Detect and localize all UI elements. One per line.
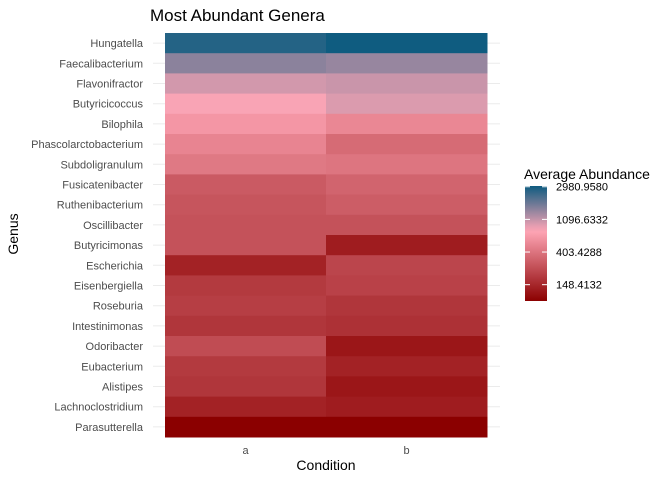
y-tick-label: Butyricimonas <box>74 240 144 252</box>
y-tick-label: Faecalibacterium <box>59 58 143 70</box>
legend-title: Average Abundance <box>524 166 650 182</box>
heatmap-cell <box>326 93 488 115</box>
heatmap-cell <box>165 295 327 317</box>
y-tick-label: Oscillibacter <box>83 220 143 232</box>
y-axis-title: Genus <box>5 213 21 254</box>
heatmap-cell <box>326 295 488 317</box>
y-tick-label: Fusicatenibacter <box>62 180 143 192</box>
x-tick-label: b <box>403 445 409 457</box>
heatmap-cell <box>165 154 327 175</box>
heatmap-cell <box>326 255 488 276</box>
y-tick-label: Subdoligranulum <box>60 159 143 171</box>
heatmap-cell <box>326 356 488 377</box>
heatmap-cell <box>326 235 488 256</box>
color-legend: Average Abundance 2980.9580 1096.6332 403.… <box>524 166 650 301</box>
heatmap-cell <box>165 416 327 438</box>
heatmap-cell <box>326 396 488 418</box>
heatmap-cell <box>326 194 488 216</box>
y-tick-label: Hungatella <box>90 38 143 50</box>
heatmap-cell <box>165 396 327 418</box>
x-axis-title: Condition <box>296 457 355 473</box>
y-tick-label: Bilophila <box>101 119 143 131</box>
heatmap-cell <box>165 214 327 236</box>
y-tick-label: Lachnoclostridium <box>54 402 143 414</box>
heatmap-cell <box>165 315 327 337</box>
heatmap-cell <box>326 376 488 398</box>
heatmap-cell <box>326 275 488 297</box>
chart-title: Most Abundant Genera <box>150 6 325 25</box>
y-tick-label: Escherichia <box>86 260 144 272</box>
heatmap-cell <box>326 134 488 155</box>
y-tick-label: Butyricicoccus <box>73 99 144 111</box>
heatmap-cell <box>165 376 327 398</box>
legend-colorbar <box>525 186 547 301</box>
heatmap-cell <box>165 235 327 256</box>
legend-ticks: 2980.9580 1096.6332 403.4288 148.4132 <box>525 182 608 292</box>
heatmap-cells <box>165 33 488 438</box>
heatmap-cell <box>326 73 488 95</box>
legend-label: 1096.6332 <box>556 214 608 226</box>
heatmap-cell <box>326 416 488 438</box>
legend-label: 2980.9580 <box>556 182 608 194</box>
heatmap-cell <box>165 33 327 54</box>
y-tick-label: Phascolarctobacterium <box>31 139 143 151</box>
heatmap-cell <box>326 174 488 196</box>
heatmap-cell <box>165 194 327 216</box>
heatmap-cell <box>165 275 327 297</box>
heatmap-cell <box>165 73 327 95</box>
y-tick-label: Flavonifractor <box>76 79 143 91</box>
heatmap-cell <box>165 356 327 377</box>
heatmap-cell <box>165 113 327 135</box>
heatmap-cell <box>326 53 488 74</box>
legend-label: 148.4132 <box>556 280 602 292</box>
heatmap-cell <box>165 53 327 74</box>
y-tick-label: Eisenbergiella <box>74 281 144 293</box>
y-tick-label: Roseburia <box>93 301 144 313</box>
heatmap-cell <box>326 113 488 135</box>
legend-label: 403.4288 <box>556 247 602 259</box>
heatmap-cell <box>326 214 488 236</box>
heatmap-cell <box>165 255 327 276</box>
heatmap-cell <box>326 336 488 357</box>
heatmap-cell <box>165 134 327 155</box>
heatmap-cell <box>326 154 488 175</box>
heatmap-cell <box>165 174 327 196</box>
y-tick-label: Eubacterium <box>81 361 143 373</box>
y-tick-label: Intestinimonas <box>72 321 143 333</box>
heatmap-cell <box>165 336 327 357</box>
y-tick-labels: Hungatella Faecalibacterium Flavonifractor… <box>31 38 144 434</box>
heatmap-cell <box>165 93 327 115</box>
y-tick-label: Ruthenibacterium <box>57 200 143 212</box>
heatmap-cell <box>326 315 488 337</box>
y-tick-label: Parasutterella <box>75 422 144 434</box>
heatmap-cell <box>326 33 488 54</box>
x-tick-label: a <box>242 445 249 457</box>
y-tick-label: Odoribacter <box>86 341 144 353</box>
y-tick-label: Alistipes <box>102 382 143 394</box>
